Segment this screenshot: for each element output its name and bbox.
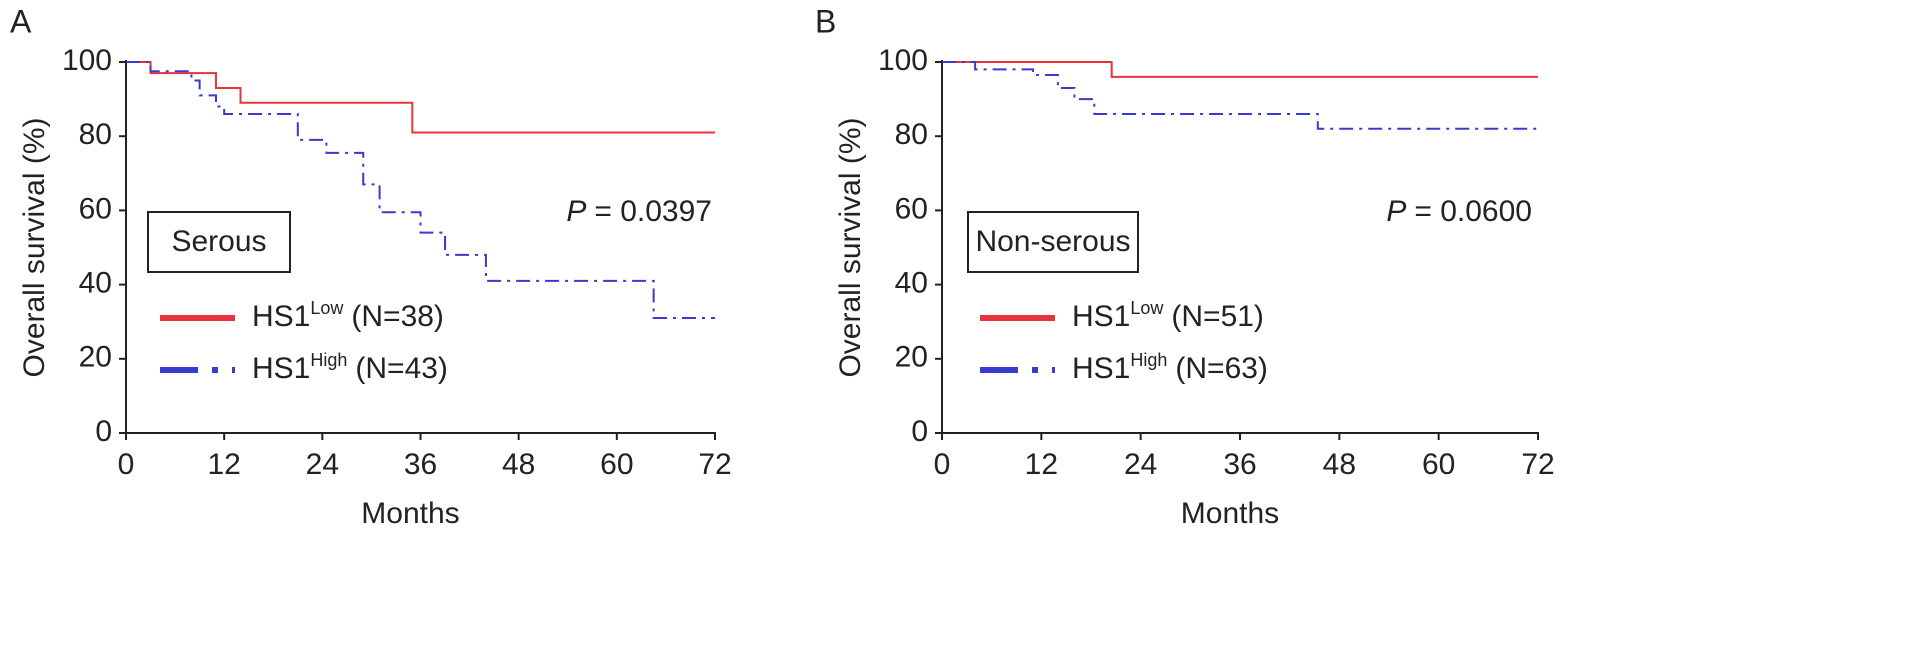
y-tick-label: 20 <box>895 341 928 374</box>
group-label: Serous <box>171 225 266 258</box>
panel-letter: B <box>815 3 836 39</box>
p-symbol: P <box>1386 195 1406 228</box>
panel-letter: A <box>10 3 32 39</box>
x-tick-label: 0 <box>934 448 951 481</box>
x-tick-label: 0 <box>118 448 135 481</box>
label-box <box>147 211 291 273</box>
p-value: P = 0.0600 <box>1386 195 1532 228</box>
legend-superscript: Low <box>1130 298 1164 318</box>
y-axis-label: Overall survival (%) <box>834 117 867 377</box>
y-tick-label: 20 <box>79 341 112 374</box>
y-tick-label: 100 <box>62 44 112 77</box>
x-axis-label: Months <box>361 497 459 530</box>
y-axis-label: Overall survival (%) <box>18 117 51 377</box>
y-tick-label: 0 <box>911 415 928 448</box>
legend-count: (N=51) <box>1171 300 1264 333</box>
legend-name: HS1 <box>252 352 310 385</box>
survival-curve <box>126 61 715 134</box>
legend-name: HS1 <box>1072 352 1130 385</box>
legend-entry: HS1Low (N=38) <box>252 298 444 333</box>
y-tick-label: 60 <box>895 192 928 225</box>
y-tick-label: 60 <box>79 192 112 225</box>
legend-entry: HS1High (N=63) <box>1072 350 1268 385</box>
x-tick-label: 24 <box>306 448 339 481</box>
y-tick-label: 80 <box>79 118 112 151</box>
legend-name: HS1 <box>1072 300 1130 333</box>
x-tick-label: 24 <box>1124 448 1157 481</box>
y-tick-label: 100 <box>878 44 928 77</box>
y-tick-label: 40 <box>79 267 112 300</box>
x-tick-label: 60 <box>600 448 633 481</box>
legend-superscript: High <box>310 350 347 370</box>
legend-name: HS1 <box>252 300 310 333</box>
legend-count: (N=38) <box>351 300 444 333</box>
x-tick-label: 72 <box>698 448 731 481</box>
survival-curve <box>942 61 1538 130</box>
survival-curve <box>126 61 715 319</box>
x-tick-label: 48 <box>502 448 535 481</box>
x-tick-label: 12 <box>207 448 240 481</box>
p-text: = 0.0397 <box>594 195 712 228</box>
legend-superscript: Low <box>310 298 344 318</box>
label-box <box>967 211 1139 273</box>
p-value: P = 0.0397 <box>566 195 712 228</box>
x-tick-label: 60 <box>1422 448 1455 481</box>
survival-curve <box>942 61 1538 78</box>
y-tick-label: 80 <box>895 118 928 151</box>
x-tick-label: 36 <box>1223 448 1256 481</box>
group-label: Non-serous <box>975 225 1130 258</box>
x-tick-label: 48 <box>1323 448 1356 481</box>
p-text: = 0.0600 <box>1414 195 1532 228</box>
y-tick-label: 40 <box>895 267 928 300</box>
x-tick-label: 72 <box>1521 448 1554 481</box>
x-axis-label: Months <box>1181 497 1279 530</box>
y-tick-label: 0 <box>95 415 112 448</box>
x-tick-label: 12 <box>1025 448 1058 481</box>
legend-entry: HS1High (N=43) <box>252 350 448 385</box>
legend-count: (N=63) <box>1175 352 1268 385</box>
legend-count: (N=43) <box>355 352 448 385</box>
x-tick-label: 36 <box>404 448 437 481</box>
p-symbol: P <box>566 195 586 228</box>
legend-superscript: High <box>1130 350 1167 370</box>
legend-entry: HS1Low (N=51) <box>1072 298 1264 333</box>
